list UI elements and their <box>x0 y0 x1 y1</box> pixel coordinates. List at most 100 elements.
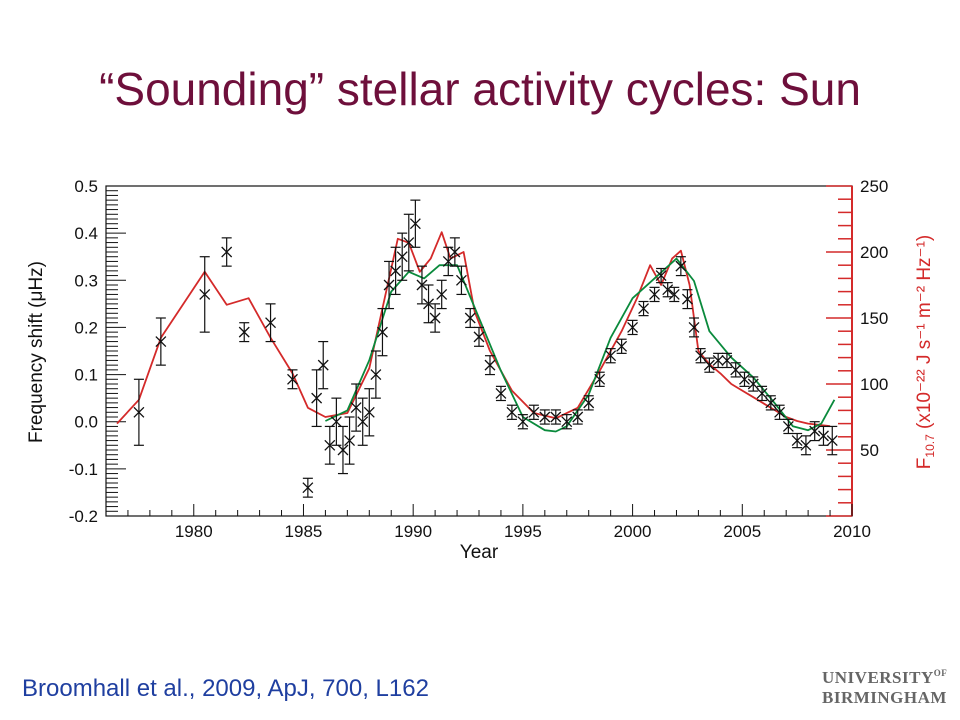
points-layer <box>133 199 838 498</box>
point-marker <box>739 373 750 385</box>
logo-line-2: BIRMINGHAM <box>822 688 947 707</box>
point-marker <box>317 359 329 371</box>
point-marker <box>605 350 617 362</box>
point-marker <box>818 430 829 442</box>
x-tick-label: 2005 <box>723 522 761 541</box>
data-point <box>442 246 454 277</box>
point-marker <box>376 326 388 338</box>
data-point <box>133 378 145 446</box>
y-axis-right-label-rest: (x10⁻²² J s⁻¹ m⁻² Hz⁻¹) <box>914 235 935 434</box>
point-marker <box>221 246 233 258</box>
y-axis-left-label: Frequency shift (μHz) <box>26 261 47 443</box>
point-marker <box>484 359 496 371</box>
x-tick-label: 1985 <box>285 522 323 541</box>
data-point <box>756 385 768 402</box>
data-point <box>550 409 562 425</box>
point-marker <box>344 435 356 447</box>
point-marker <box>668 288 680 300</box>
point-marker <box>363 406 375 418</box>
y-left-tick-label: 0.1 <box>74 366 98 385</box>
plot-frame-rect <box>105 185 853 517</box>
point-marker <box>730 364 742 376</box>
data-point <box>774 404 786 420</box>
data-point <box>317 340 329 390</box>
point-marker <box>583 397 595 409</box>
point-marker <box>809 425 821 437</box>
data-point <box>324 425 336 465</box>
y-left-tick-label: 0.5 <box>74 177 98 196</box>
point-marker <box>330 416 342 428</box>
point-marker <box>455 274 467 286</box>
point-marker <box>370 369 382 381</box>
data-point <box>403 213 415 272</box>
data-point <box>572 409 584 425</box>
data-point <box>199 256 211 333</box>
data-point <box>826 425 838 456</box>
series-line-f10-7 <box>116 231 831 428</box>
data-point <box>455 265 467 296</box>
data-point <box>416 265 428 305</box>
point-marker <box>416 279 428 291</box>
point-marker <box>357 416 369 428</box>
y-left-tick-label: 0.4 <box>74 224 98 243</box>
y-axis-right-label-main: F <box>914 458 935 470</box>
x-tick-label: 1995 <box>504 522 542 541</box>
point-marker <box>528 406 540 418</box>
y-right-tick-label: 200 <box>860 243 888 262</box>
data-point <box>818 425 829 446</box>
data-point <box>506 404 518 420</box>
point-marker <box>199 288 211 300</box>
point-marker <box>409 218 421 230</box>
data-point <box>238 322 250 343</box>
x-tick-label: 2000 <box>614 522 652 541</box>
point-marker <box>350 402 362 414</box>
point-marker <box>826 435 838 447</box>
y-right-tick-label: 250 <box>860 177 888 196</box>
data-point <box>809 421 821 442</box>
point-marker <box>396 251 408 263</box>
data-point <box>337 425 349 475</box>
data-point <box>495 385 507 402</box>
series-layer <box>116 231 836 433</box>
data-point <box>638 300 650 317</box>
x-tick-label: 2010 <box>833 522 871 541</box>
data-point <box>390 246 402 296</box>
right-axis-ticks <box>826 185 853 517</box>
logo-line-1: UNIVERSITYOF <box>822 663 947 688</box>
y-right-tick-label: 50 <box>860 441 879 460</box>
point-marker <box>337 444 349 456</box>
data-point <box>655 267 667 284</box>
point-marker <box>695 350 707 362</box>
data-point <box>473 326 485 347</box>
point-marker <box>703 359 715 371</box>
point-marker <box>594 373 606 385</box>
data-point <box>383 260 395 310</box>
point-marker <box>539 411 551 423</box>
x-tick-label: 1990 <box>394 522 432 541</box>
university-logo: UNIVERSITYOF BIRMINGHAM <box>822 663 947 708</box>
data-point <box>681 289 693 310</box>
point-marker <box>436 288 448 300</box>
data-point <box>429 303 441 333</box>
logo-university: UNIVERSITY <box>822 668 934 687</box>
data-point <box>675 256 687 277</box>
point-marker <box>390 265 402 277</box>
data-point <box>302 477 314 498</box>
data-point <box>782 418 794 435</box>
y-left-tick-label: -0.2 <box>69 507 98 526</box>
point-marker <box>155 336 167 348</box>
point-marker <box>712 354 724 366</box>
point-marker <box>638 303 650 315</box>
point-marker <box>782 420 794 432</box>
data-point <box>561 414 573 430</box>
data-point <box>605 348 617 364</box>
point-marker <box>311 392 323 404</box>
y-axis-right-label-sub: 10.7 <box>923 434 937 458</box>
data-point <box>649 286 660 303</box>
point-marker <box>464 312 476 324</box>
data-point <box>739 371 750 387</box>
point-marker <box>265 317 277 329</box>
data-point <box>464 307 476 329</box>
data-point <box>668 286 680 303</box>
